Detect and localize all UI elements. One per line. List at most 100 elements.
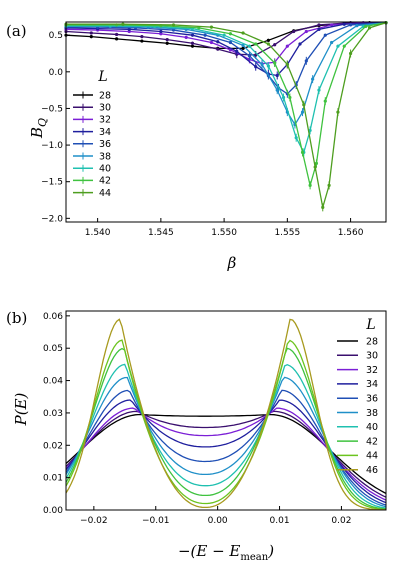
b-y-tick-label: 0.01 [43, 474, 63, 484]
series-a-point [190, 33, 195, 37]
legend-b-entry: 30 [337, 351, 378, 362]
series-a-point [342, 44, 346, 48]
series-a-point [254, 42, 258, 46]
a-y-tick-label: 0.0 [49, 68, 64, 78]
legend-a-label: 30 [99, 103, 111, 114]
a-y-tick-label: −1.5 [41, 178, 63, 188]
series-a-point [266, 64, 270, 68]
panel-a-y-label: BQ [28, 118, 49, 139]
legend-b-label: 32 [366, 365, 378, 376]
series-a-point [308, 128, 312, 133]
series-a-point [275, 88, 279, 92]
b-x-tick-label: 0.02 [331, 516, 351, 526]
series-a-point [121, 22, 125, 26]
b-y-tick: 0.02 [43, 441, 70, 451]
series-a-point [330, 23, 334, 27]
legend-b-entry: 34 [337, 379, 378, 390]
legend-b-entry: 36 [337, 394, 378, 405]
series-a-L44 [64, 21, 388, 212]
b-x-tick: 0.02 [331, 506, 351, 526]
panel-b-x-label: −(E − Emean) [178, 542, 274, 563]
series-a-point [300, 110, 305, 114]
legend-a-entry: 32 [73, 115, 111, 126]
panel-b-legend: L 28 30 32 34 36 38 40 42 44 46 [337, 317, 378, 476]
panel-a-y-ticks: 0.5 0.0 −0.5 −1.0 −1.5 −2.0 [41, 31, 70, 224]
series-a-point [273, 43, 277, 47]
a-y-tick: −1.5 [41, 178, 70, 188]
b-x-tick: 0.01 [270, 506, 290, 526]
legend-a-entry: 34 [73, 127, 111, 138]
legend-a-label: 36 [99, 139, 111, 150]
series-a-point [114, 37, 119, 41]
panel-a: (a) 1.540 1.545 1.550 1.555 1.560 0.5 0.0 −0.5… [6, 21, 388, 272]
series-a-point [300, 150, 305, 155]
series-a-point [140, 35, 144, 39]
b-y-tick: 0.01 [43, 474, 70, 484]
series-a-point [348, 23, 353, 27]
b-y-tick-label: 0.06 [43, 312, 63, 322]
b-x-tick-label: −0.02 [80, 516, 108, 526]
panel-a-x-ticks: 1.540 1.545 1.550 1.555 1.560 [85, 218, 364, 238]
panel-b-marks [65, 318, 387, 511]
b-x-tick-label: −0.01 [142, 516, 170, 526]
a-y-tick: −0.5 [41, 104, 70, 114]
series-a-point [275, 73, 279, 78]
a-y-tick: −1.0 [41, 141, 70, 151]
b-y-tick-label: 0.03 [43, 409, 63, 419]
series-a-point [171, 23, 176, 27]
legend-b-entry: 40 [337, 422, 378, 433]
panel-a-legend-title: L [97, 69, 107, 85]
series-a-point [241, 46, 245, 50]
b-x-tick-label: 0.01 [270, 516, 290, 526]
a-x-tick-label: 1.560 [338, 228, 364, 238]
legend-a-label: 44 [99, 188, 111, 199]
legend-b-label: 38 [366, 408, 378, 419]
legend-a-entry: 40 [73, 164, 111, 175]
series-a-point [313, 165, 317, 169]
series-a-point [323, 99, 327, 103]
series-a-point [308, 183, 312, 187]
series-b-L32 [65, 407, 387, 501]
series-a-point [294, 136, 298, 140]
series-a-point [89, 35, 93, 39]
series-a-point [165, 41, 169, 45]
series-a-point [159, 32, 163, 36]
series-a-point [273, 61, 277, 65]
series-a-point [330, 40, 334, 45]
series-a-point [190, 44, 195, 48]
a-y-tick: 0.5 [49, 31, 70, 41]
b-y-tick: 0.05 [43, 344, 70, 354]
b-y-tick-label: 0.02 [43, 441, 63, 451]
series-a-point [285, 44, 289, 48]
a-x-tick: 1.540 [85, 218, 111, 238]
legend-a-entry: 30 [73, 103, 111, 114]
panel-b-legend-title: L [365, 317, 375, 333]
series-a-point [241, 31, 245, 35]
series-a-point [336, 110, 340, 114]
b-y-tick-label: 0.04 [43, 377, 63, 387]
series-a-point [247, 54, 251, 58]
legend-a-label: 42 [99, 176, 111, 187]
a-y-tick-label: 0.5 [49, 31, 63, 41]
legend-b-entry: 38 [337, 408, 378, 419]
a-x-tick-label: 1.540 [85, 228, 111, 238]
b-y-tick: 0.06 [43, 312, 70, 322]
a-y-tick: 0.0 [49, 68, 70, 78]
panel-b-x-label-sub: mean [240, 552, 268, 563]
legend-a-label: 38 [99, 151, 111, 162]
panel-b-label: (b) [6, 309, 27, 327]
series-b-L40 [65, 363, 387, 509]
series-a-point [317, 27, 321, 31]
series-a-point [342, 22, 346, 26]
legend-a-label: 34 [99, 127, 111, 138]
series-a-point [216, 47, 220, 51]
legend-b-entry: 28 [337, 336, 378, 347]
legend-a-entry: 36 [73, 139, 111, 150]
a-x-tick: 1.555 [274, 218, 300, 238]
series-b-L42 [65, 347, 387, 510]
series-a-point [323, 33, 327, 37]
series-a-point [355, 24, 359, 28]
series-a-point [190, 41, 195, 45]
series-a-point [298, 42, 302, 46]
legend-b-entry: 42 [337, 436, 378, 447]
